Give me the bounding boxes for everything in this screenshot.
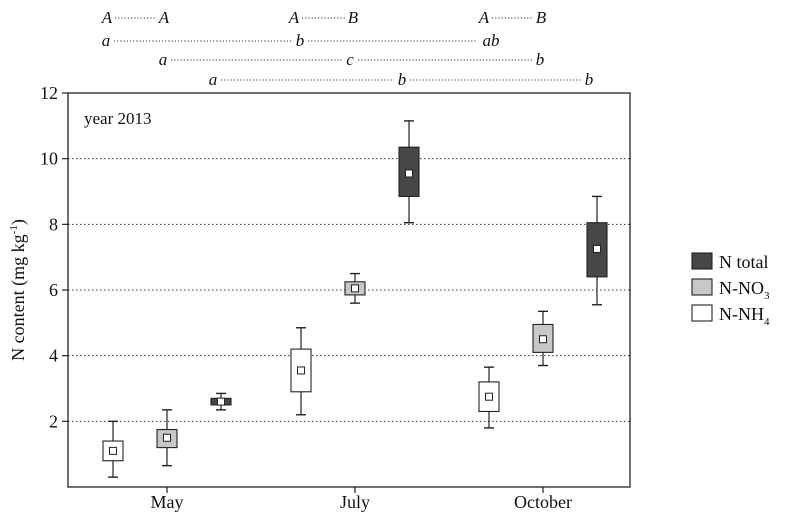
box-n-total-may [210, 392, 232, 411]
box-n-total-october [586, 195, 608, 306]
legend-item-n-total: N total [691, 252, 769, 272]
boxes [102, 120, 608, 478]
significance-letter: B [348, 8, 359, 27]
median-marker [405, 169, 413, 178]
y-tick-label: 10 [40, 149, 58, 169]
significance-letter: a [102, 31, 111, 50]
significance-letter: a [209, 70, 218, 89]
median-marker [593, 244, 601, 253]
median-marker [109, 446, 117, 455]
box-n-no3-october [532, 310, 554, 367]
box-n-nh4-july [290, 327, 312, 416]
significance-letter: ab [483, 31, 500, 50]
significance-letter: A [158, 8, 170, 27]
box-n-no3-july [344, 272, 366, 304]
significance-letter: b [536, 50, 545, 69]
legend-label-subscript: 4 [764, 316, 770, 328]
box-n-total-july [398, 120, 420, 224]
legend-swatch [691, 278, 713, 296]
legend-label-base: N-NH [719, 304, 764, 324]
y-axis-label: N content (mg kg-1) [8, 219, 29, 361]
significance-letter: A [478, 8, 490, 27]
legend-label-base: N total [719, 252, 769, 272]
legend-label: N total [719, 252, 769, 272]
legend-swatch [691, 252, 713, 270]
y-tick-label: 2 [49, 411, 58, 431]
significance-letter: A [101, 8, 113, 27]
y-axis-label-close: ) [8, 219, 29, 225]
median-marker [163, 433, 171, 442]
significance-letter: c [346, 50, 354, 69]
significance-letter: b [296, 31, 305, 50]
box-n-nh4-october [478, 366, 500, 429]
labels: year 2013 N content (mg kg-1) [8, 109, 152, 361]
legend-item-n-no3: N-NO3 [691, 278, 770, 302]
y-tick-label: 4 [49, 346, 58, 366]
y-axis-label-main: N content (mg kg [8, 234, 29, 360]
y-axis-label-superscript: -1 [8, 225, 20, 234]
legend-label: N-NH4 [719, 304, 770, 328]
median-marker [485, 392, 493, 401]
box-n-no3-may [156, 409, 178, 467]
inner-label: year 2013 [84, 109, 152, 128]
significance-letter: B [536, 8, 547, 27]
significance-letter: b [585, 70, 594, 89]
median-marker [217, 397, 225, 406]
legend-swatch [691, 304, 713, 322]
significance-annotations: A A A B A Ba b aba c ba b b [101, 8, 593, 89]
median-marker [351, 284, 359, 293]
median-marker [539, 335, 547, 344]
y-tick-label: 12 [40, 83, 58, 103]
legend-item-n-nh4: N-NH4 [691, 304, 770, 328]
legend-label-base: N-NO [719, 278, 764, 298]
x-tick-label: May [151, 492, 184, 512]
significance-letter: a [159, 50, 168, 69]
median-marker [297, 366, 305, 375]
y-tick-label: 6 [49, 280, 58, 300]
significance-letter: A [288, 8, 300, 27]
x-tick-label: October [514, 492, 572, 512]
y-tick-label: 8 [49, 214, 58, 234]
x-tick-label: July [340, 492, 370, 512]
box-n-nh4-may [102, 420, 124, 478]
legend-label-subscript: 3 [764, 290, 770, 302]
axes: 2 4 6 8 10 12 May July October [40, 83, 631, 512]
legend-label: N-NO3 [719, 278, 770, 302]
significance-letter: b [398, 70, 407, 89]
